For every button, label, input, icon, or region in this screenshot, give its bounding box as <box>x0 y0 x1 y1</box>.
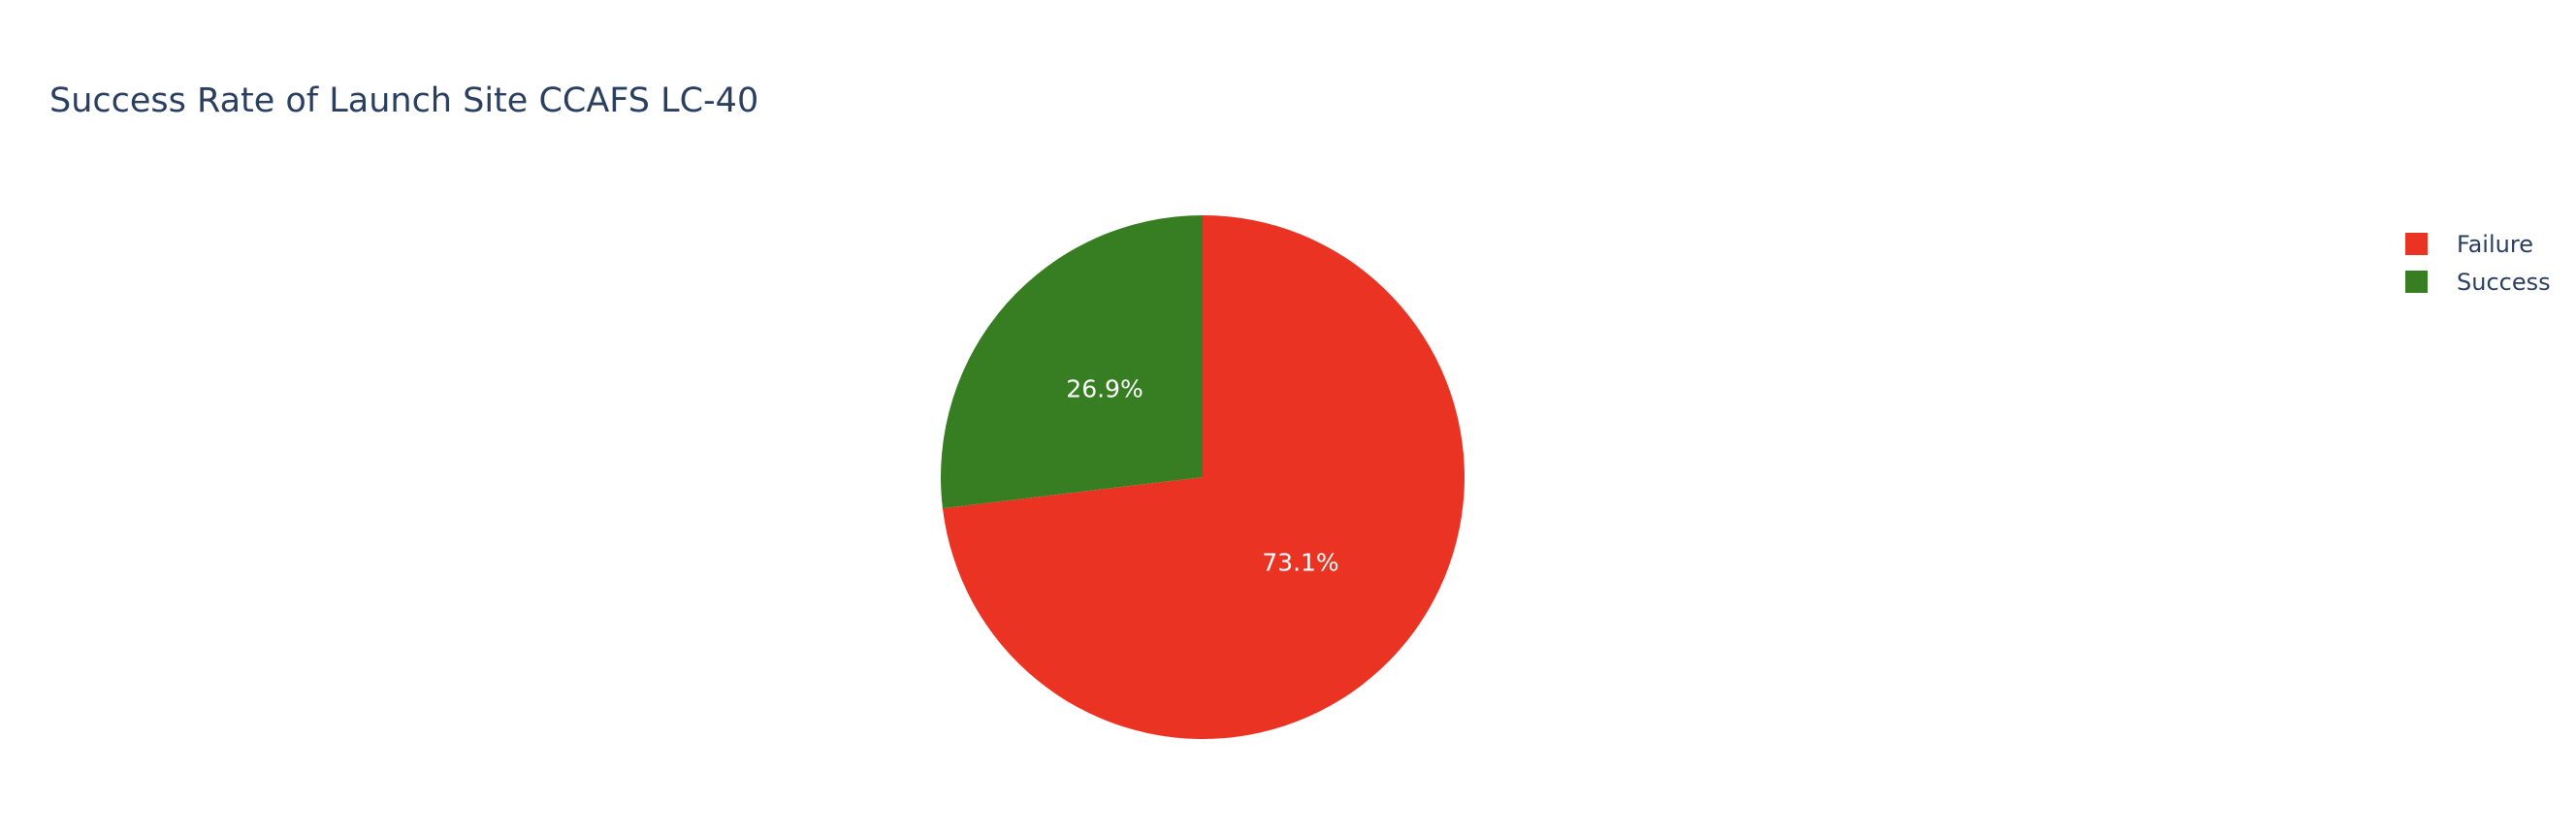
slice-label-success: 26.9% <box>1066 374 1143 402</box>
legend-item-success[interactable]: Success <box>2405 263 2551 301</box>
legend-swatch-success <box>2405 271 2428 293</box>
chart-title: Success Rate of Launch Site CCAFS LC-40 <box>49 81 759 120</box>
slice-label-failure: 73.1% <box>1262 549 1338 577</box>
pie-slice-success[interactable] <box>941 215 1203 509</box>
legend-label-failure: Failure <box>2457 230 2533 258</box>
legend-label-success: Success <box>2457 268 2551 296</box>
legend: Failure Success <box>2405 225 2551 301</box>
legend-item-failure[interactable]: Failure <box>2405 225 2551 263</box>
pie-slice-labels: 73.1% 26.9% <box>1066 374 1338 576</box>
legend-swatch-failure <box>2405 233 2428 255</box>
pie-slices <box>941 215 1465 740</box>
pie-slice-failure[interactable] <box>942 215 1465 740</box>
